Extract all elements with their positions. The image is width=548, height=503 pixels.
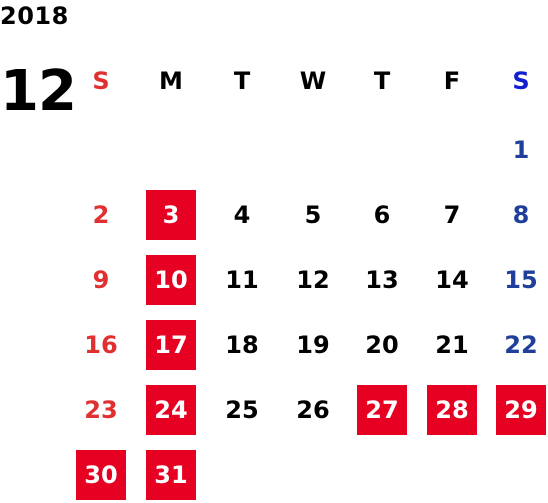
weekday-header-thu: T bbox=[373, 67, 391, 95]
day-cell-26[interactable]: 26 bbox=[296, 396, 330, 424]
weekday-header-wed: W bbox=[299, 67, 327, 95]
day-cell-8[interactable]: 8 bbox=[512, 201, 530, 229]
day-cell-21[interactable]: 21 bbox=[435, 331, 469, 359]
weekday-header-mon: M bbox=[159, 67, 183, 95]
day-cell-28[interactable]: 28 bbox=[427, 385, 477, 435]
weekday-header-sat: S bbox=[512, 67, 530, 95]
day-cell-7[interactable]: 7 bbox=[443, 201, 461, 229]
day-cell-19[interactable]: 19 bbox=[296, 331, 330, 359]
day-cell-31[interactable]: 31 bbox=[146, 450, 196, 500]
month-number: 12 bbox=[0, 59, 77, 124]
day-cell-17[interactable]: 17 bbox=[146, 320, 196, 370]
day-cell-30[interactable]: 30 bbox=[76, 450, 126, 500]
day-cell-5[interactable]: 5 bbox=[304, 201, 322, 229]
day-cell-3[interactable]: 3 bbox=[146, 190, 196, 240]
day-cell-20[interactable]: 20 bbox=[365, 331, 399, 359]
day-cell-6[interactable]: 6 bbox=[373, 201, 391, 229]
day-cell-22[interactable]: 22 bbox=[504, 331, 538, 359]
day-cell-29[interactable]: 29 bbox=[496, 385, 546, 435]
day-cell-24[interactable]: 24 bbox=[146, 385, 196, 435]
weekday-header-fri: F bbox=[443, 67, 461, 95]
day-cell-16[interactable]: 16 bbox=[84, 331, 118, 359]
weekday-header-tue: T bbox=[233, 67, 251, 95]
day-cell-11[interactable]: 11 bbox=[225, 266, 259, 294]
year-label: 2018 bbox=[0, 2, 69, 30]
day-cell-4[interactable]: 4 bbox=[233, 201, 251, 229]
day-cell-18[interactable]: 18 bbox=[225, 331, 259, 359]
day-cell-10[interactable]: 10 bbox=[146, 255, 196, 305]
day-cell-1[interactable]: 1 bbox=[512, 136, 530, 164]
day-cell-23[interactable]: 23 bbox=[84, 396, 118, 424]
day-cell-15[interactable]: 15 bbox=[504, 266, 538, 294]
day-cell-12[interactable]: 12 bbox=[296, 266, 330, 294]
day-cell-2[interactable]: 2 bbox=[92, 201, 110, 229]
day-cell-9[interactable]: 9 bbox=[92, 266, 110, 294]
day-cell-27[interactable]: 27 bbox=[357, 385, 407, 435]
weekday-header-sun: S bbox=[92, 67, 110, 95]
day-cell-13[interactable]: 13 bbox=[365, 266, 399, 294]
day-cell-14[interactable]: 14 bbox=[435, 266, 469, 294]
day-cell-25[interactable]: 25 bbox=[225, 396, 259, 424]
